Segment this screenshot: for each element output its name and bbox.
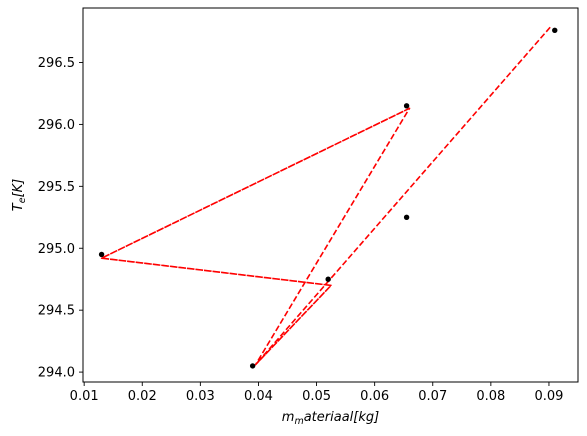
y-tick-label: 294.5 [38, 304, 75, 319]
x-tick-label: 0.01 [70, 389, 99, 404]
x-tick-label: 0.04 [244, 389, 273, 404]
y-tick-label: 295.5 [38, 180, 75, 195]
data-point [325, 276, 331, 282]
data-point [403, 103, 410, 109]
x-axis-label: mmateriaal[kg] [282, 410, 379, 427]
y-tick-label: 296.0 [38, 118, 75, 133]
data-point [98, 251, 105, 258]
x-tick-label: 0.08 [476, 389, 505, 404]
y-axis-ticks: 294.0 294.5 295.0 295.5 296.0 296.5 [38, 56, 83, 381]
x-tick-label: 0.07 [418, 389, 447, 404]
x-axis-ticks: 0.01 0.02 0.03 0.04 0.05 0.06 0.07 0.08 0.09 [70, 382, 563, 404]
data-point [552, 27, 558, 33]
axes-frame [82, 7, 579, 383]
x-tick-label: 0.02 [128, 389, 157, 404]
y-tick-label: 296.5 [38, 56, 75, 71]
plot-area [98, 24, 558, 369]
x-tick-label: 0.05 [302, 389, 331, 404]
y-axis-label: Te[K] [11, 179, 28, 211]
series-line [100, 24, 553, 366]
data-point [249, 363, 256, 369]
y-tick-label: 294.0 [38, 366, 75, 381]
data-point [403, 214, 410, 220]
y-tick-label: 295.0 [38, 242, 75, 257]
x-tick-label: 0.09 [534, 389, 563, 404]
x-tick-label: 0.06 [360, 389, 389, 404]
x-tick-label: 0.03 [186, 389, 215, 404]
